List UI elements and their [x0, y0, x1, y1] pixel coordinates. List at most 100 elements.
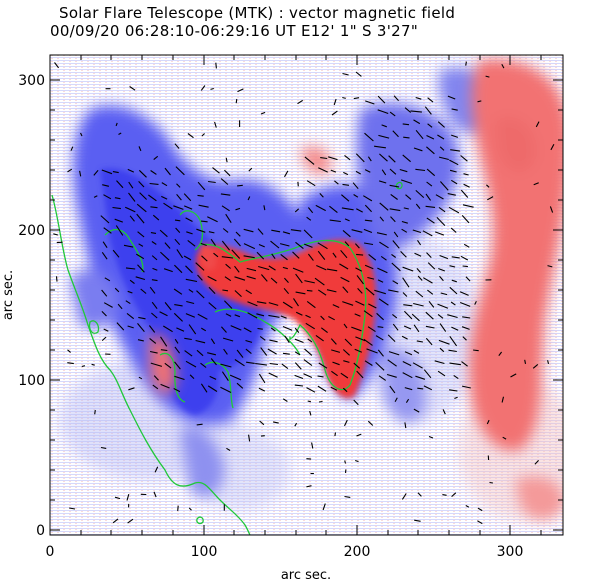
field-vector — [533, 182, 539, 186]
field-vector — [414, 252, 422, 257]
field-vector — [225, 213, 232, 223]
field-vector — [351, 229, 363, 233]
field-vector — [550, 143, 555, 151]
field-vector — [196, 228, 206, 233]
field-vector — [424, 106, 432, 115]
field-vector — [344, 241, 350, 247]
field-vector — [152, 267, 158, 271]
field-vector — [391, 253, 397, 258]
field-vector — [207, 385, 218, 392]
field-vector — [221, 240, 231, 251]
field-vector — [387, 334, 396, 342]
field-vector — [376, 232, 387, 236]
field-vector — [100, 215, 110, 224]
field-vector — [392, 280, 399, 285]
field-vector — [438, 206, 446, 213]
field-vector — [341, 207, 354, 211]
field-vector — [196, 290, 205, 299]
field-vector — [315, 204, 326, 212]
field-vector — [112, 206, 121, 210]
field-vector — [175, 227, 181, 233]
field-vector — [307, 338, 313, 343]
field-vector — [387, 359, 397, 367]
field-vector — [307, 207, 314, 214]
field-vector — [303, 373, 313, 379]
field-vector — [459, 291, 469, 296]
field-vector — [137, 231, 145, 238]
field-vector — [55, 276, 58, 282]
field-vector — [303, 359, 313, 367]
field-vector — [465, 276, 471, 282]
field-vector — [292, 251, 300, 259]
field-vector — [416, 268, 422, 273]
field-vector — [151, 279, 158, 282]
field-vector — [428, 300, 435, 308]
field-vector — [233, 238, 241, 247]
field-vector — [353, 399, 359, 406]
field-vector — [381, 124, 387, 128]
field-vector — [344, 460, 347, 464]
field-vector — [405, 194, 412, 200]
field-vector — [150, 362, 163, 367]
field-vector — [173, 388, 181, 393]
field-vector — [154, 466, 159, 473]
field-vector — [101, 169, 113, 175]
field-vector — [410, 110, 422, 113]
x-tick-label: 100 — [191, 544, 218, 560]
field-vector — [427, 123, 433, 128]
field-vector — [460, 189, 469, 198]
field-vector — [127, 325, 134, 329]
field-vector — [112, 518, 119, 524]
field-vector — [248, 434, 251, 442]
y-tick-label: 300 — [18, 73, 45, 89]
field-vector — [415, 168, 426, 172]
field-vector — [381, 169, 387, 176]
field-vector — [114, 197, 121, 200]
field-vector — [184, 337, 192, 341]
field-vector — [363, 228, 373, 234]
field-vector — [222, 337, 234, 342]
field-vector — [235, 207, 241, 211]
field-vector — [342, 96, 346, 99]
field-vector — [320, 327, 328, 334]
field-vector — [115, 122, 118, 127]
field-vector — [415, 189, 425, 199]
field-vector — [258, 243, 265, 248]
field-vector — [463, 243, 470, 248]
field-vector — [437, 303, 449, 309]
field-vector — [448, 206, 460, 214]
field-vector — [334, 180, 339, 185]
field-vector — [377, 279, 384, 283]
field-vector — [343, 323, 348, 329]
field-vector — [208, 302, 217, 310]
field-vector — [245, 339, 253, 343]
field-vector — [365, 100, 375, 105]
field-vector — [153, 491, 157, 498]
field-vector — [377, 326, 384, 328]
field-vector — [435, 194, 444, 200]
field-vector — [127, 168, 135, 173]
field-vector — [129, 279, 135, 285]
field-vector — [258, 373, 266, 384]
field-vector — [221, 205, 230, 212]
field-vector — [415, 96, 422, 100]
field-vector — [214, 121, 217, 128]
field-vector — [272, 421, 279, 424]
field-vector — [224, 300, 233, 309]
field-vector — [462, 316, 471, 319]
field-vector — [103, 194, 112, 200]
field-vector — [307, 253, 314, 261]
field-vector — [215, 62, 217, 69]
field-vector — [237, 184, 243, 187]
field-vector — [449, 362, 461, 366]
field-vector — [355, 459, 359, 463]
field-vector — [422, 230, 433, 237]
field-vector — [356, 275, 364, 285]
field-vector — [447, 193, 456, 196]
field-vector — [151, 241, 157, 245]
field-vector — [377, 109, 389, 115]
field-vector — [318, 167, 328, 173]
field-vector — [317, 242, 328, 250]
field-vector — [234, 290, 242, 298]
field-vector — [502, 436, 507, 440]
